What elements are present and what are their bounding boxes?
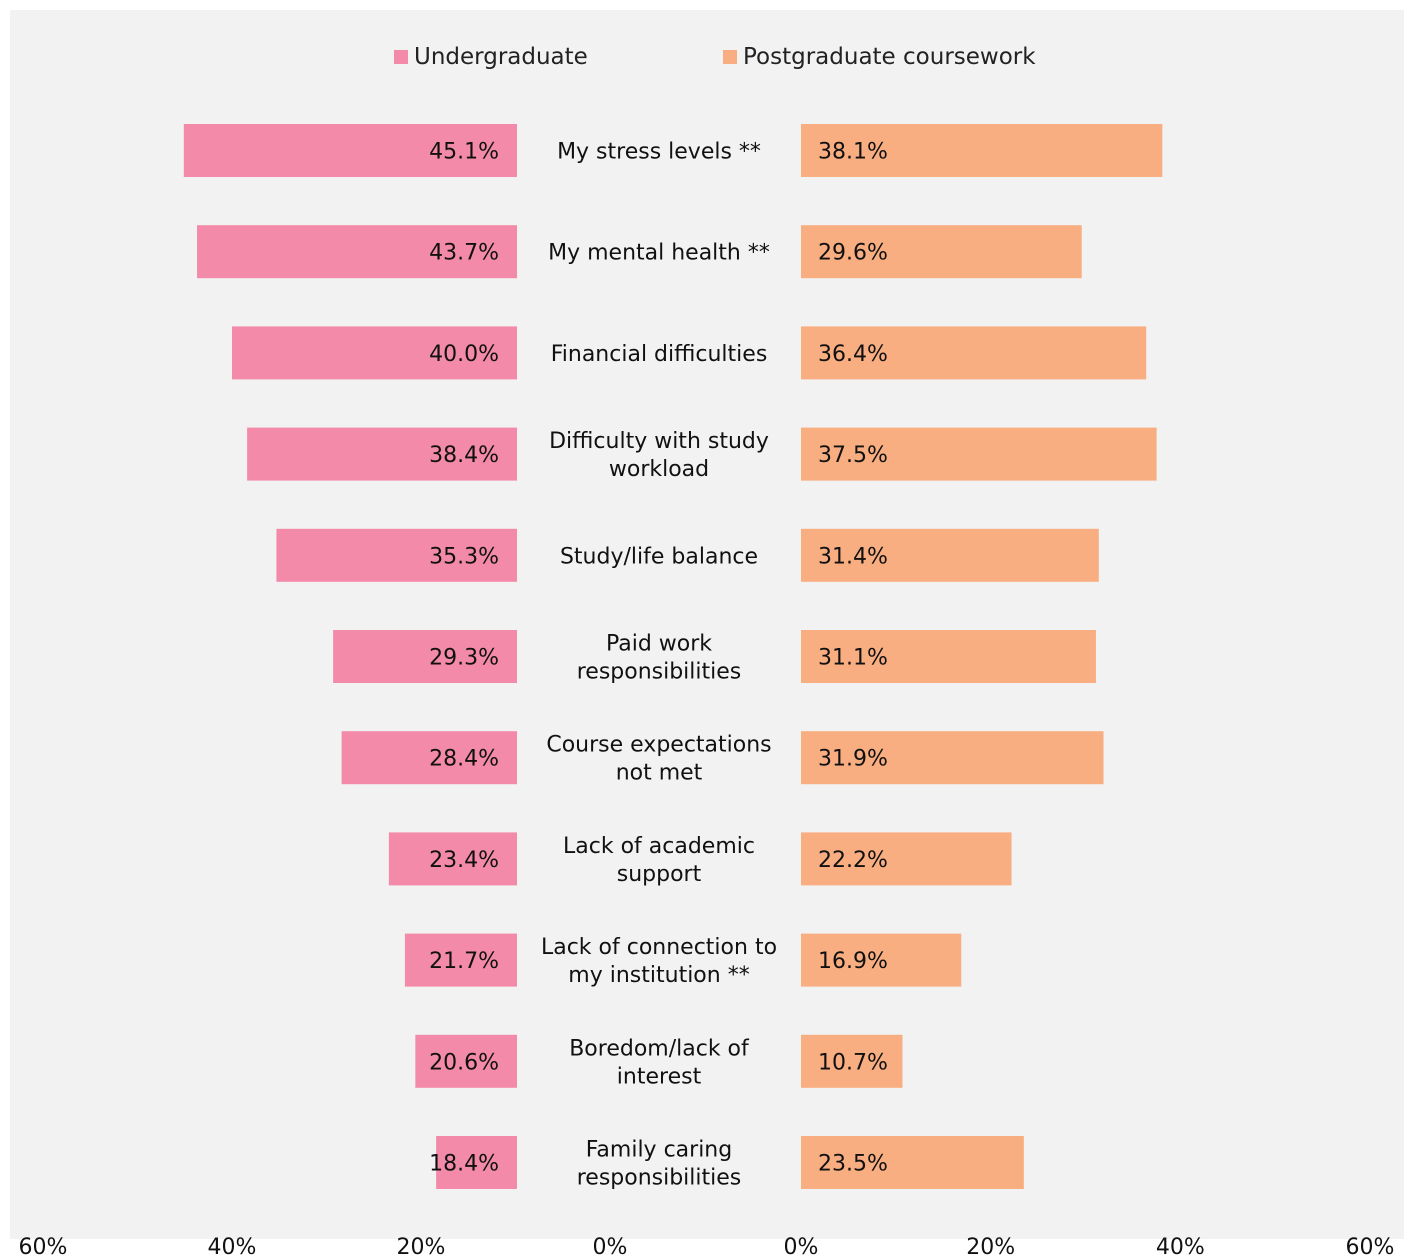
category-label: My mental health ** — [548, 241, 770, 266]
data-label-undergraduate: 40.0% — [429, 342, 499, 367]
category-label: Difficulty with study workload — [549, 429, 769, 482]
bar-postgraduate — [801, 731, 1104, 785]
axis-tick-label-right: 60% — [1346, 1235, 1395, 1257]
data-label-postgraduate: 38.1% — [818, 140, 888, 165]
category-label-line: Paid work — [606, 632, 712, 657]
bar-undergraduate — [415, 1034, 517, 1088]
axis-tick-label-left: 20% — [397, 1235, 446, 1257]
data-label-postgraduate: 23.5% — [818, 1152, 888, 1177]
bar-undergraduate — [404, 933, 517, 987]
bar-postgraduate — [801, 933, 962, 987]
category-label-line: My stress levels ** — [557, 140, 761, 165]
data-label-undergraduate: 28.4% — [429, 747, 499, 772]
axis-tick-label-left: 40% — [208, 1235, 257, 1257]
data-label-postgraduate: 16.9% — [818, 949, 888, 974]
data-label-undergraduate: 43.7% — [429, 241, 499, 266]
category-label-line: Difficulty with study — [549, 429, 769, 454]
bar-postgraduate — [801, 225, 1082, 279]
category-label-line: support — [617, 862, 702, 887]
bar-postgraduate — [801, 630, 1096, 683]
bar-postgraduate — [801, 427, 1157, 481]
bar-undergraduate — [247, 427, 517, 481]
data-label-postgraduate: 37.5% — [818, 443, 888, 468]
category-label-line: my institution ** — [568, 963, 749, 988]
category-label-line: interest — [617, 1064, 702, 1089]
data-label-postgraduate: 36.4% — [818, 342, 888, 367]
data-label-undergraduate: 29.3% — [429, 646, 499, 671]
category-label-line: Course expectations — [546, 733, 771, 758]
category-label: Course expectations not met — [546, 733, 771, 786]
data-label-postgraduate: 31.9% — [818, 747, 888, 772]
bar-undergraduate — [183, 124, 517, 177]
category-label-line: Family caring — [586, 1138, 732, 1163]
category-label: Lack of academic support — [563, 834, 755, 887]
bar-undergraduate — [436, 1136, 517, 1189]
category-label-line: Lack of academic — [563, 834, 755, 859]
axis-tick-label-right: 0% — [784, 1235, 819, 1257]
bar-postgraduate — [801, 124, 1163, 177]
bar-postgraduate — [801, 528, 1099, 582]
data-label-postgraduate: 31.4% — [818, 544, 888, 569]
category-label: Lack of connection to my institution ** — [541, 935, 777, 988]
category-label-line: Financial difficulties — [551, 342, 768, 367]
legend-item-undergraduate: Undergraduate — [394, 44, 588, 70]
bar-undergraduate — [232, 326, 517, 380]
data-label-undergraduate: 23.4% — [429, 848, 499, 873]
category-label: Boredom/lack of interest — [569, 1036, 750, 1089]
legend-swatch-postgraduate — [723, 50, 737, 64]
axis-tick-label-left: 0% — [593, 1235, 628, 1257]
data-label-postgraduate: 31.1% — [818, 646, 888, 671]
data-label-undergraduate: 20.6% — [429, 1050, 499, 1075]
bar-undergraduate — [388, 832, 517, 886]
category-label-line: Study/life balance — [560, 544, 758, 569]
bar-postgraduate — [801, 326, 1147, 380]
category-label-line: responsibilities — [577, 1166, 742, 1191]
category-label-line: Lack of connection to — [541, 935, 777, 960]
category-label-line: Boredom/lack of — [569, 1036, 750, 1061]
axis-tick-label-right: 20% — [966, 1235, 1015, 1257]
data-label-postgraduate: 29.6% — [818, 241, 888, 266]
legend-label-undergraduate: Undergraduate — [414, 44, 588, 70]
bar-undergraduate — [276, 528, 517, 582]
category-label: Paid work responsibilities — [577, 632, 742, 685]
category-label: My stress levels ** — [557, 140, 761, 165]
data-label-undergraduate: 18.4% — [429, 1152, 499, 1177]
category-label-line: not met — [616, 761, 703, 786]
legend-label-postgraduate: Postgraduate coursework — [743, 44, 1036, 70]
category-label-line: workload — [609, 457, 709, 482]
legend-item-postgraduate: Postgraduate coursework — [723, 44, 1036, 70]
data-label-postgraduate: 10.7% — [818, 1050, 888, 1075]
axis-tick-label-right: 40% — [1156, 1235, 1205, 1257]
category-label: Financial difficulties — [551, 342, 768, 367]
category-label: Family caring responsibilities — [577, 1138, 742, 1191]
axis-tick-label-left: 60% — [19, 1235, 68, 1257]
data-label-postgraduate: 22.2% — [818, 848, 888, 873]
data-label-undergraduate: 45.1% — [429, 140, 499, 165]
bar-postgraduate — [801, 1034, 903, 1088]
bar-undergraduate — [197, 225, 517, 279]
bar-postgraduate — [801, 832, 1012, 886]
category-label-line: responsibilities — [577, 660, 742, 685]
data-label-undergraduate: 35.3% — [429, 544, 499, 569]
category-label-line: My mental health ** — [548, 241, 770, 266]
chart-panel: Undergraduate Postgraduate coursework — [10, 10, 1404, 1239]
category-label: Study/life balance — [560, 544, 758, 569]
legend-swatch-undergraduate — [394, 50, 408, 64]
data-label-undergraduate: 38.4% — [429, 443, 499, 468]
bar-undergraduate — [333, 630, 517, 683]
bar-postgraduate — [801, 1136, 1024, 1189]
data-label-undergraduate: 21.7% — [429, 949, 499, 974]
bar-undergraduate — [341, 731, 517, 785]
